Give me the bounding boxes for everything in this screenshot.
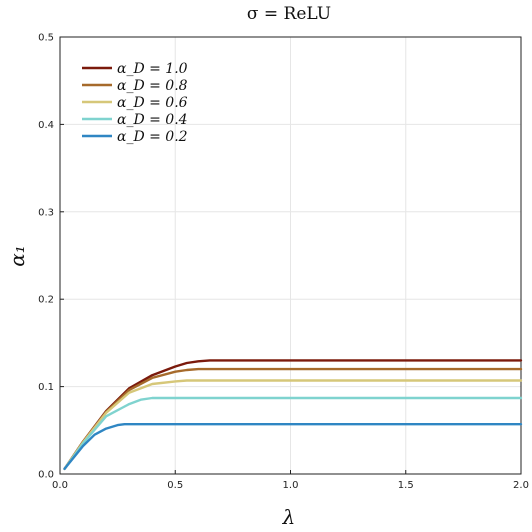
series-line-0 bbox=[63, 359, 523, 470]
legend-label-2: α_D = 0.6 bbox=[117, 95, 188, 111]
y-tick-label: 0.4 bbox=[38, 120, 54, 131]
x-tick-label: 0.5 bbox=[167, 480, 183, 491]
series-lines bbox=[63, 359, 523, 470]
series-line-2 bbox=[63, 379, 523, 470]
legend-label-0: α_D = 1.0 bbox=[117, 61, 188, 77]
y-tick-label: 0.2 bbox=[38, 295, 54, 306]
x-axis: 0.0 0.5 1.0 1.5 2.0 bbox=[52, 470, 529, 491]
x-tick-label: 1.5 bbox=[398, 480, 414, 491]
y-axis: 0.0 0.1 0.2 0.3 0.4 0.5 bbox=[38, 33, 64, 481]
x-axis-label: λ bbox=[282, 505, 296, 529]
legend-label-4: α_D = 0.2 bbox=[117, 129, 188, 145]
y-tick-label: 0.0 bbox=[38, 470, 54, 481]
y-tick-label: 0.5 bbox=[38, 33, 54, 44]
y-axis-label: α₁ bbox=[5, 245, 29, 267]
x-tick-label: 1.0 bbox=[283, 480, 299, 491]
series-line-4 bbox=[63, 423, 523, 470]
y-tick-label: 0.1 bbox=[38, 382, 54, 393]
legend-label-3: α_D = 0.4 bbox=[117, 112, 188, 128]
legend-label-1: α_D = 0.8 bbox=[117, 78, 188, 94]
series-line-3 bbox=[63, 396, 523, 470]
chart-title: σ = ReLU bbox=[247, 4, 331, 24]
series-line-1 bbox=[63, 367, 523, 470]
x-tick-label: 2.0 bbox=[513, 480, 529, 491]
x-tick-label: 0.0 bbox=[52, 480, 68, 491]
y-tick-label: 0.3 bbox=[38, 207, 54, 218]
legend: α_D = 1.0α_D = 0.8α_D = 0.6α_D = 0.4α_D … bbox=[82, 61, 188, 145]
